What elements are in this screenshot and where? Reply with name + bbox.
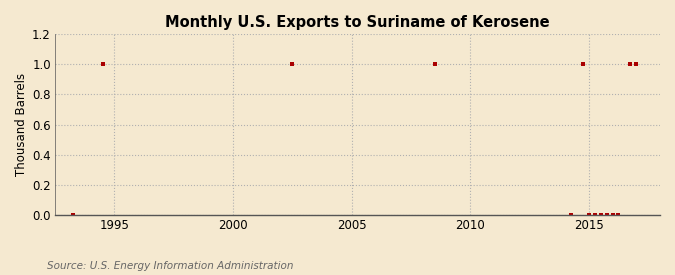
Y-axis label: Thousand Barrels: Thousand Barrels [15,73,28,176]
Text: Source: U.S. Energy Information Administration: Source: U.S. Energy Information Administ… [47,261,294,271]
Title: Monthly U.S. Exports to Suriname of Kerosene: Monthly U.S. Exports to Suriname of Kero… [165,15,550,30]
